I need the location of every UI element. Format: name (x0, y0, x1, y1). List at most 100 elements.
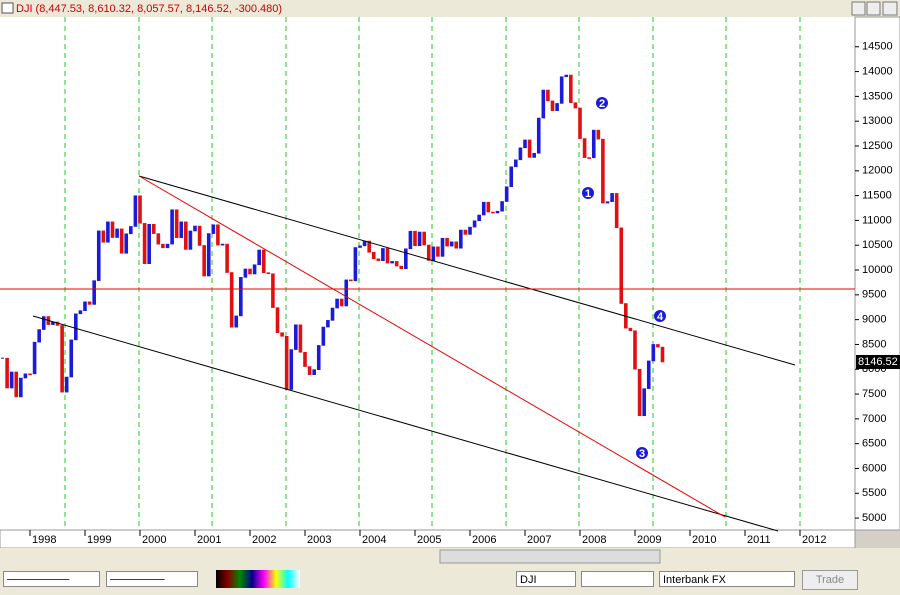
candle (394, 261, 399, 267)
annotation-marker (636, 447, 648, 459)
line-width-select[interactable]: ─────── (106, 571, 198, 587)
candle (225, 243, 229, 273)
candle (284, 336, 289, 390)
y-tick-label: 13000 (862, 115, 893, 127)
annotation-label: 1 (585, 188, 591, 200)
x-tick-label: 2003 (307, 534, 331, 546)
candle (243, 268, 248, 278)
candle (96, 230, 101, 281)
candle (582, 138, 587, 158)
y-tick-label: 10000 (862, 264, 893, 276)
candle (23, 373, 28, 379)
candle (514, 159, 518, 168)
candle (532, 152, 536, 158)
candle (591, 129, 596, 159)
candle (9, 371, 14, 389)
price-axis (854, 16, 900, 531)
candle (637, 368, 642, 417)
x-tick-label: 2002 (252, 534, 276, 546)
candle (32, 341, 37, 375)
candle (234, 315, 239, 328)
window-buttons[interactable] (851, 1, 898, 16)
candle (546, 89, 550, 102)
candle (239, 277, 243, 317)
candle (151, 223, 156, 234)
trend-lines (0, 175, 855, 532)
candle (651, 344, 656, 362)
candle (564, 74, 569, 78)
candle (381, 248, 385, 261)
color-palette[interactable] (216, 570, 300, 588)
annotation-label: 4 (657, 311, 664, 323)
candle (555, 103, 559, 111)
candle (110, 221, 115, 238)
candle (353, 247, 358, 282)
candle (527, 139, 532, 158)
candle (440, 237, 445, 257)
candle (614, 193, 619, 229)
candle (289, 349, 294, 390)
candle (344, 279, 349, 307)
candle (550, 100, 555, 111)
last-price-box (856, 354, 900, 369)
candle (142, 223, 147, 264)
candle (500, 201, 504, 212)
candle (569, 74, 573, 104)
scroll-thumb[interactable] (439, 549, 661, 564)
candle (266, 272, 271, 275)
candle (656, 344, 660, 348)
candle (587, 157, 591, 159)
y-tick-label: 14000 (862, 65, 893, 77)
candle (431, 246, 436, 261)
annotation-marker (654, 310, 666, 322)
candle (536, 117, 541, 154)
candle (156, 233, 161, 245)
candle (5, 357, 9, 389)
candle (385, 248, 390, 264)
x-tick-label: 2001 (197, 534, 221, 546)
candle (628, 327, 633, 332)
candle (37, 329, 41, 343)
y-tick-label: 7500 (862, 388, 886, 400)
candle (376, 258, 381, 261)
symbol-box[interactable]: DJI (516, 571, 576, 587)
candle (573, 102, 578, 109)
candle (578, 107, 582, 139)
period-select[interactable] (581, 571, 654, 587)
candle (216, 224, 220, 246)
broker-select[interactable]: Interbank FX (659, 571, 795, 587)
candle (339, 298, 344, 307)
annotation-marker (596, 97, 608, 109)
candle (220, 243, 225, 246)
candle (119, 228, 124, 254)
candle (92, 280, 96, 305)
x-tick-label: 2000 (142, 534, 166, 546)
candle (174, 209, 179, 239)
candle (367, 240, 371, 253)
y-tick-label: 9500 (862, 289, 886, 301)
y-tick-label: 13500 (862, 90, 893, 102)
y-tick-label: 12500 (862, 140, 893, 152)
candle (504, 186, 509, 202)
candle (349, 279, 353, 282)
x-tick-label: 2009 (637, 534, 661, 546)
candle (229, 272, 234, 328)
chart: DJI (8,447.53, 8,610.32, 8,057.57, 8,146… (0, 0, 900, 566)
y-tick-label: 6500 (862, 438, 886, 450)
line-style-select[interactable]: ──────── (3, 571, 100, 587)
candle (371, 251, 376, 260)
candle (330, 307, 335, 321)
candle (358, 245, 362, 248)
candle (509, 166, 514, 188)
candle (193, 225, 197, 232)
x-tick-label: 1998 (32, 534, 56, 546)
candle (408, 230, 413, 250)
y-tick-label: 12000 (862, 165, 893, 177)
trade-button[interactable]: Trade (802, 570, 858, 590)
candle (19, 377, 23, 398)
candle (481, 201, 486, 216)
candle (495, 210, 500, 214)
candle (468, 226, 472, 235)
candle (28, 373, 32, 376)
candle (261, 249, 266, 274)
